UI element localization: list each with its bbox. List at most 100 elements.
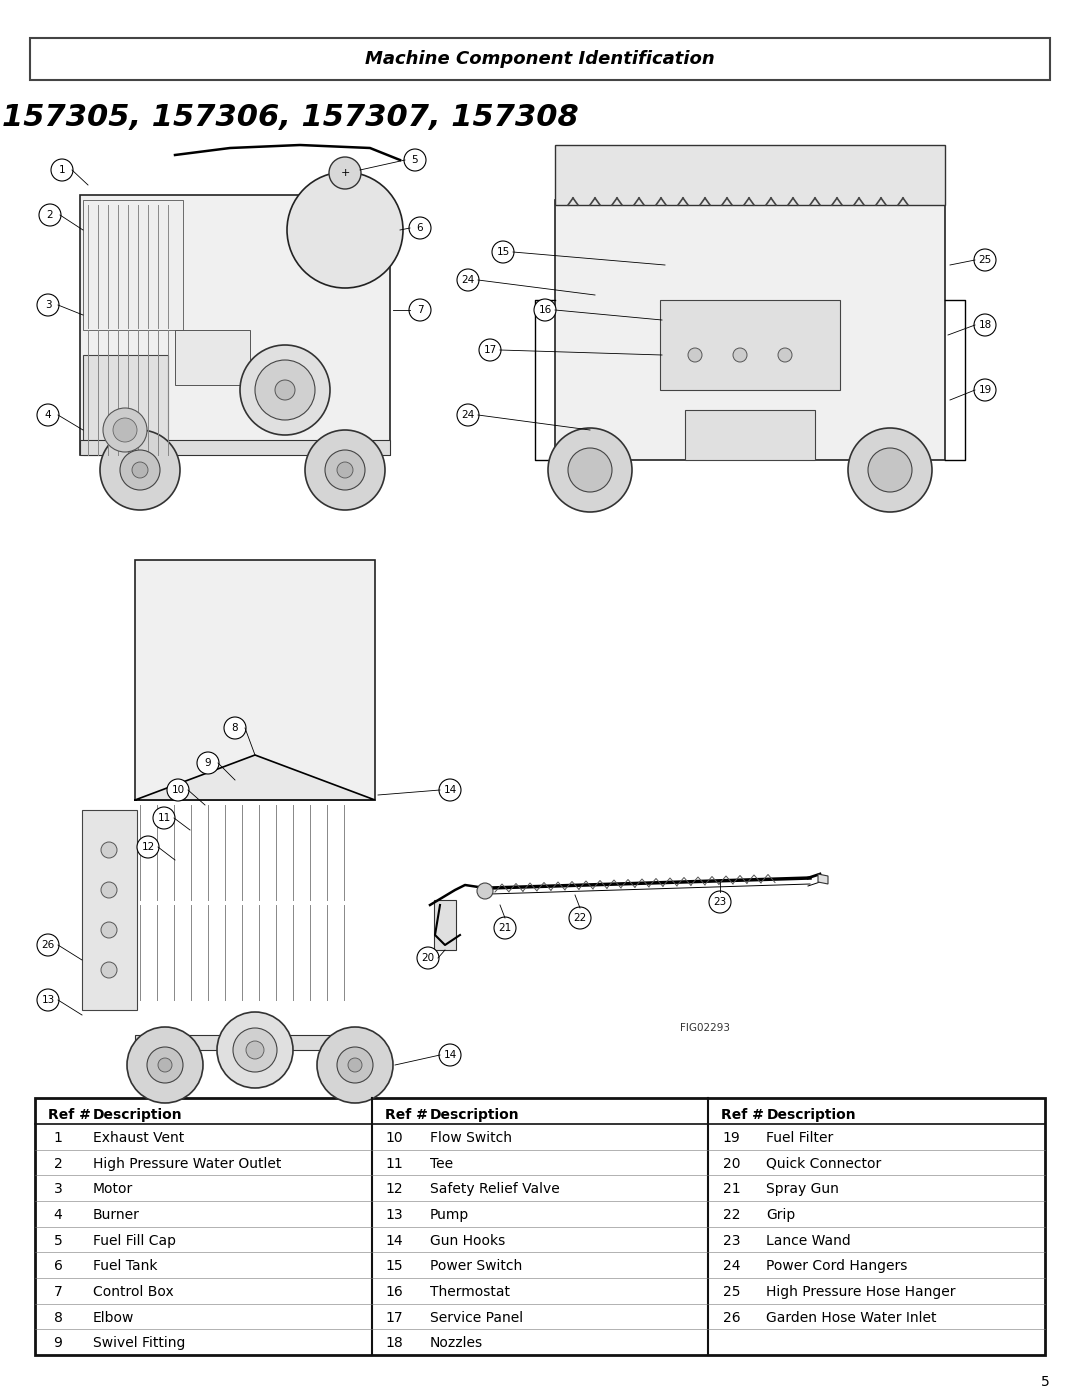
Text: Quick Connector: Quick Connector [767, 1157, 881, 1171]
Text: 14: 14 [444, 1051, 457, 1060]
Text: Fuel Fill Cap: Fuel Fill Cap [93, 1234, 176, 1248]
Text: 18: 18 [978, 320, 991, 330]
Text: Spray Gun: Spray Gun [767, 1182, 839, 1196]
Circle shape [102, 963, 117, 978]
Circle shape [113, 418, 137, 441]
Text: 14: 14 [444, 785, 457, 795]
Text: 10: 10 [172, 785, 185, 795]
Bar [555, 200, 945, 460]
Text: Garden Hose Water Inlet: Garden Hose Water Inlet [767, 1310, 936, 1324]
Text: Exhaust Vent: Exhaust Vent [93, 1132, 185, 1146]
Bar [555, 145, 945, 205]
Text: 14: 14 [386, 1234, 404, 1248]
Circle shape [102, 842, 117, 858]
Text: FIG02293: FIG02293 [680, 1023, 730, 1032]
Circle shape [708, 891, 731, 914]
Circle shape [147, 1046, 183, 1083]
Text: 11: 11 [158, 813, 171, 823]
Text: Nozzles: Nozzles [430, 1337, 483, 1351]
Circle shape [100, 430, 180, 510]
Circle shape [37, 989, 59, 1011]
Text: 4: 4 [44, 409, 52, 420]
Bar [30, 38, 1050, 80]
Circle shape [287, 172, 403, 288]
Text: 24: 24 [461, 409, 474, 420]
Circle shape [39, 204, 60, 226]
Circle shape [224, 717, 246, 739]
Text: High Pressure Water Outlet: High Pressure Water Outlet [93, 1157, 282, 1171]
Text: Lance Wand: Lance Wand [767, 1234, 851, 1248]
Bar [135, 560, 375, 800]
Circle shape [548, 427, 632, 511]
Circle shape [534, 299, 556, 321]
Text: Motor: Motor [93, 1182, 133, 1196]
Text: Ref #: Ref # [48, 1108, 91, 1122]
Text: 5: 5 [1041, 1375, 1050, 1389]
Text: Power Cord Hangers: Power Cord Hangers [767, 1260, 907, 1274]
Text: 6: 6 [417, 224, 423, 233]
Circle shape [348, 1058, 362, 1071]
Text: 2: 2 [54, 1157, 63, 1171]
Bar [434, 900, 456, 950]
Circle shape [404, 149, 426, 170]
Text: Service Panel: Service Panel [430, 1310, 523, 1324]
Text: Pump: Pump [430, 1208, 469, 1222]
Circle shape [337, 462, 353, 478]
Text: Machine Component Identification: Machine Component Identification [365, 50, 715, 68]
Text: 13: 13 [41, 995, 55, 1004]
Bar [80, 440, 390, 455]
Circle shape [167, 780, 189, 800]
Circle shape [329, 156, 361, 189]
Text: 5: 5 [411, 155, 418, 165]
Text: 26: 26 [41, 940, 55, 950]
Text: Ref #: Ref # [384, 1108, 428, 1122]
Circle shape [102, 882, 117, 898]
Text: 8: 8 [54, 1310, 63, 1324]
Text: 21: 21 [498, 923, 512, 933]
Text: Fuel Filter: Fuel Filter [767, 1132, 834, 1146]
Text: 23: 23 [714, 897, 727, 907]
Circle shape [480, 339, 501, 360]
Circle shape [318, 1027, 393, 1104]
Text: 24: 24 [723, 1260, 740, 1274]
Text: 22: 22 [573, 914, 586, 923]
Text: 25: 25 [723, 1285, 740, 1299]
Text: Fuel Tank: Fuel Tank [93, 1260, 158, 1274]
Text: 26: 26 [723, 1310, 740, 1324]
Text: 6: 6 [54, 1260, 63, 1274]
Text: Description: Description [93, 1108, 183, 1122]
Text: High Pressure Hose Hanger: High Pressure Hose Hanger [767, 1285, 956, 1299]
Bar [83, 200, 183, 330]
Text: +: + [340, 168, 350, 177]
Text: 9: 9 [205, 759, 212, 768]
Text: 16: 16 [538, 305, 552, 314]
Text: Swivel Fitting: Swivel Fitting [93, 1337, 186, 1351]
Text: Power Switch: Power Switch [430, 1260, 522, 1274]
Text: 7: 7 [417, 305, 423, 314]
Text: Control Box: Control Box [93, 1285, 174, 1299]
Circle shape [409, 299, 431, 321]
Text: 1: 1 [58, 165, 65, 175]
Polygon shape [135, 754, 375, 800]
Circle shape [197, 752, 219, 774]
Circle shape [494, 916, 516, 939]
Text: Description: Description [767, 1108, 856, 1122]
Text: 19: 19 [723, 1132, 740, 1146]
Text: 16: 16 [386, 1285, 404, 1299]
Text: Ref #: Ref # [721, 1108, 765, 1122]
Text: 24: 24 [461, 275, 474, 285]
Circle shape [275, 380, 295, 400]
Text: 13: 13 [386, 1208, 404, 1222]
Circle shape [37, 404, 59, 426]
Text: 17: 17 [386, 1310, 404, 1324]
Circle shape [158, 1058, 172, 1071]
Bar [35, 1098, 1045, 1355]
Circle shape [305, 430, 384, 510]
Text: 3: 3 [44, 300, 52, 310]
Bar [80, 196, 390, 455]
Text: 157305, 157306, 157307, 157308: 157305, 157306, 157307, 157308 [2, 103, 579, 133]
Circle shape [132, 462, 148, 478]
Circle shape [974, 249, 996, 271]
Text: 3: 3 [54, 1182, 63, 1196]
Text: 22: 22 [723, 1208, 740, 1222]
